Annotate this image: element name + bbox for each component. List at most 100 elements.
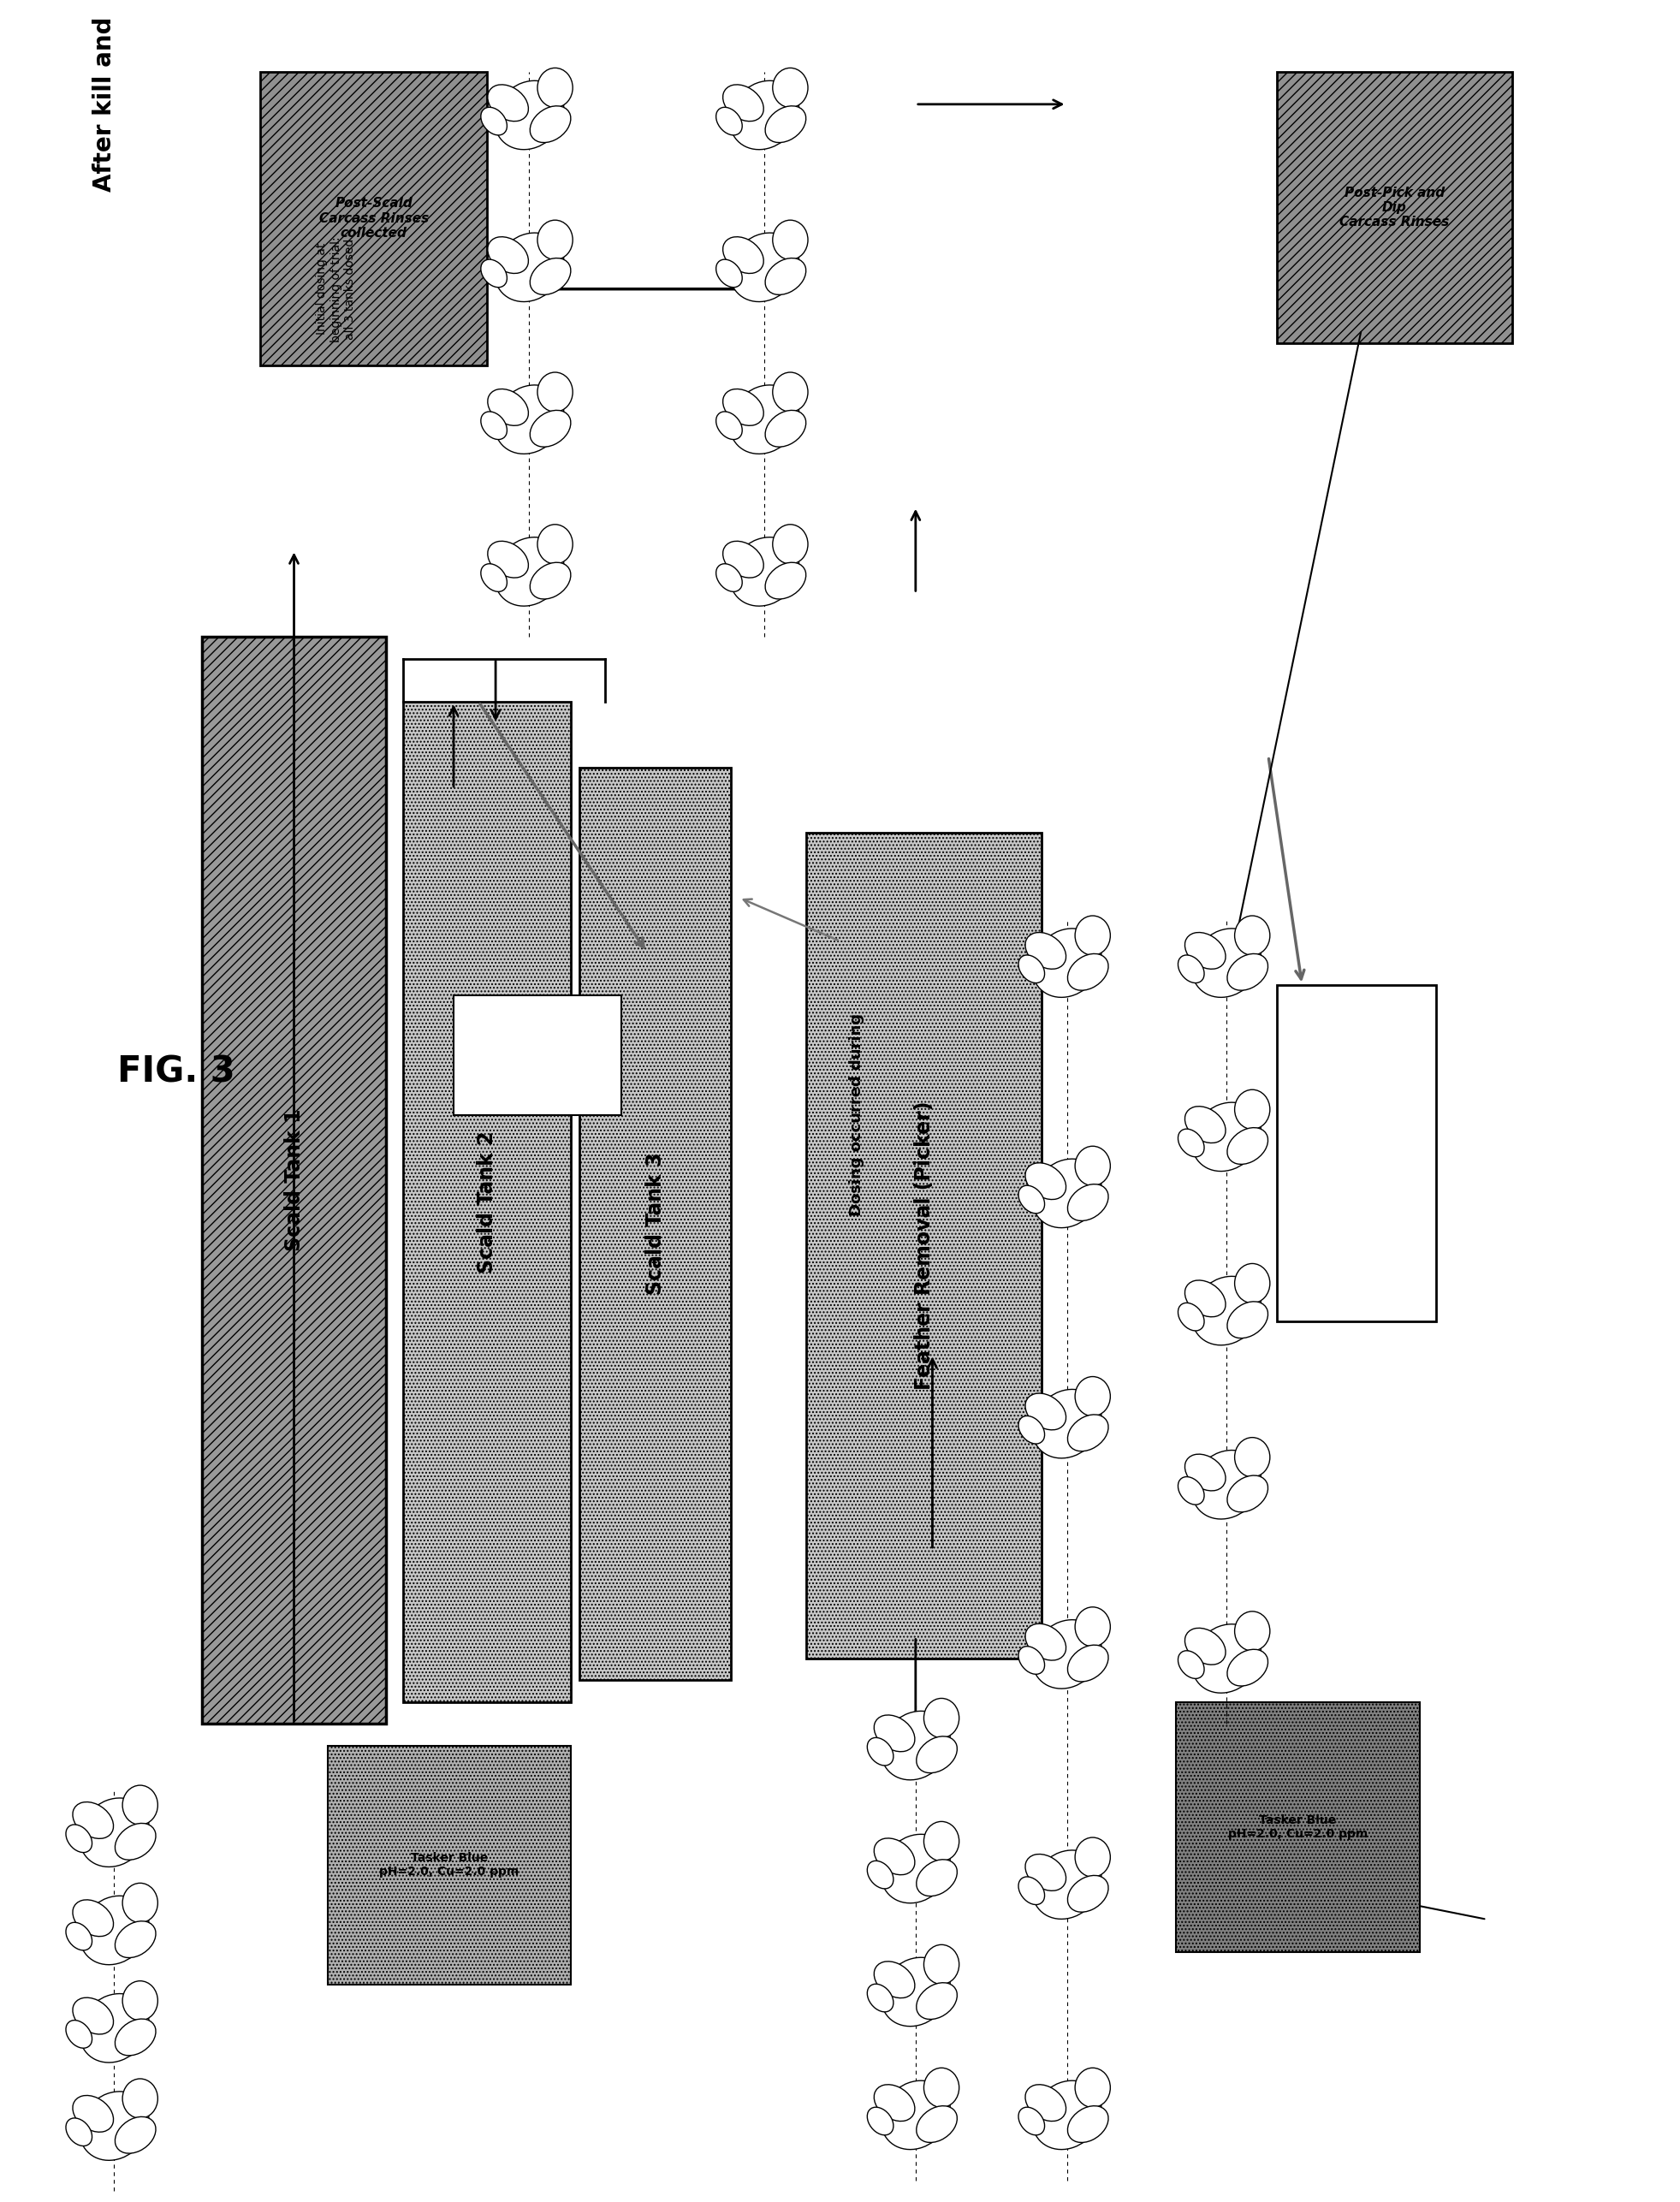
Ellipse shape (1075, 916, 1110, 956)
Ellipse shape (764, 258, 806, 295)
Text: Scald Tank 3: Scald Tank 3 (645, 1152, 665, 1295)
Ellipse shape (729, 81, 800, 150)
Ellipse shape (764, 410, 806, 447)
Ellipse shape (487, 390, 529, 425)
Ellipse shape (716, 260, 743, 286)
Ellipse shape (538, 220, 573, 260)
Ellipse shape (1226, 1649, 1268, 1687)
Ellipse shape (729, 385, 800, 454)
Ellipse shape (716, 564, 743, 592)
Ellipse shape (1075, 1836, 1110, 1876)
Ellipse shape (1075, 1376, 1110, 1416)
Ellipse shape (1235, 1264, 1270, 1304)
Ellipse shape (1191, 1277, 1262, 1345)
Ellipse shape (114, 1920, 156, 1958)
Bar (328, 1746, 571, 1984)
Ellipse shape (867, 1861, 894, 1889)
Ellipse shape (867, 1984, 894, 2013)
Ellipse shape (1184, 1627, 1226, 1665)
Text: FIG. 3: FIG. 3 (118, 1053, 235, 1090)
Ellipse shape (79, 1799, 150, 1867)
Ellipse shape (1032, 1621, 1102, 1689)
Text: Tasker Blue
pH=2.0, Cu=2.0 ppm: Tasker Blue pH=2.0, Cu=2.0 ppm (1228, 1814, 1368, 1841)
Ellipse shape (79, 1896, 150, 1964)
Ellipse shape (716, 412, 743, 440)
Ellipse shape (880, 1711, 951, 1779)
Ellipse shape (529, 410, 571, 447)
Ellipse shape (1235, 1090, 1270, 1130)
Ellipse shape (480, 260, 507, 286)
Ellipse shape (1018, 1416, 1045, 1445)
Text: Dosing occurred during: Dosing occurred during (848, 1013, 865, 1216)
Ellipse shape (874, 1839, 916, 1874)
Ellipse shape (924, 2068, 959, 2107)
Ellipse shape (1184, 931, 1226, 969)
Ellipse shape (72, 1801, 114, 1839)
Ellipse shape (123, 1786, 158, 1825)
Ellipse shape (79, 1993, 150, 2063)
Bar (403, 702, 571, 1702)
Ellipse shape (924, 1821, 959, 1861)
Ellipse shape (1018, 1185, 1045, 1213)
Ellipse shape (722, 84, 764, 121)
Ellipse shape (924, 1698, 959, 1737)
Ellipse shape (538, 372, 573, 412)
Ellipse shape (66, 1825, 92, 1852)
Ellipse shape (1191, 1451, 1262, 1519)
Ellipse shape (1178, 1304, 1205, 1330)
Ellipse shape (1032, 2081, 1102, 2149)
Ellipse shape (729, 537, 800, 606)
Ellipse shape (487, 542, 529, 577)
Ellipse shape (764, 562, 806, 599)
Ellipse shape (722, 390, 764, 425)
Ellipse shape (1075, 1147, 1110, 1185)
Ellipse shape (72, 2096, 114, 2132)
Ellipse shape (538, 68, 573, 108)
Ellipse shape (72, 1900, 114, 1936)
Ellipse shape (1075, 1607, 1110, 1647)
Ellipse shape (494, 81, 564, 150)
Ellipse shape (1191, 929, 1262, 998)
Ellipse shape (1184, 1453, 1226, 1491)
Ellipse shape (1067, 2105, 1109, 2143)
Ellipse shape (1226, 1475, 1268, 1513)
Ellipse shape (529, 106, 571, 143)
Ellipse shape (72, 1997, 114, 2035)
Ellipse shape (1018, 1647, 1045, 1674)
Text: Tasker Blue
pH=2.0, Cu=2.0 ppm: Tasker Blue pH=2.0, Cu=2.0 ppm (380, 1852, 519, 1878)
Ellipse shape (114, 2116, 156, 2154)
Ellipse shape (480, 412, 507, 440)
Ellipse shape (1191, 1625, 1262, 1693)
Ellipse shape (123, 2079, 158, 2118)
Ellipse shape (480, 564, 507, 592)
Ellipse shape (916, 1982, 958, 2019)
Ellipse shape (1032, 1389, 1102, 1458)
Ellipse shape (1178, 1652, 1205, 1678)
Ellipse shape (538, 524, 573, 564)
Ellipse shape (1178, 956, 1205, 982)
Ellipse shape (1067, 1185, 1109, 1220)
Ellipse shape (1184, 1105, 1226, 1143)
Ellipse shape (66, 2019, 92, 2048)
Ellipse shape (529, 562, 571, 599)
Ellipse shape (773, 372, 808, 412)
Ellipse shape (1226, 953, 1268, 991)
Ellipse shape (1184, 1279, 1226, 1317)
Ellipse shape (1025, 2085, 1067, 2121)
Ellipse shape (1226, 1301, 1268, 1339)
Ellipse shape (1067, 1876, 1109, 1911)
Ellipse shape (487, 84, 529, 121)
Ellipse shape (1032, 929, 1102, 998)
Ellipse shape (716, 108, 743, 134)
Ellipse shape (494, 537, 564, 606)
Ellipse shape (480, 108, 507, 134)
Text: Initial dosing at
beginning of trial:
all 3 tanks dosed: Initial dosing at beginning of trial: al… (316, 236, 356, 341)
Ellipse shape (880, 1958, 951, 2026)
Text: Scald Tank 1: Scald Tank 1 (284, 1110, 304, 1251)
Bar (580, 766, 731, 1680)
Ellipse shape (867, 1737, 894, 1766)
Ellipse shape (916, 1858, 958, 1896)
Ellipse shape (874, 1715, 916, 1751)
Ellipse shape (1235, 1612, 1270, 1652)
Ellipse shape (114, 2019, 156, 2054)
